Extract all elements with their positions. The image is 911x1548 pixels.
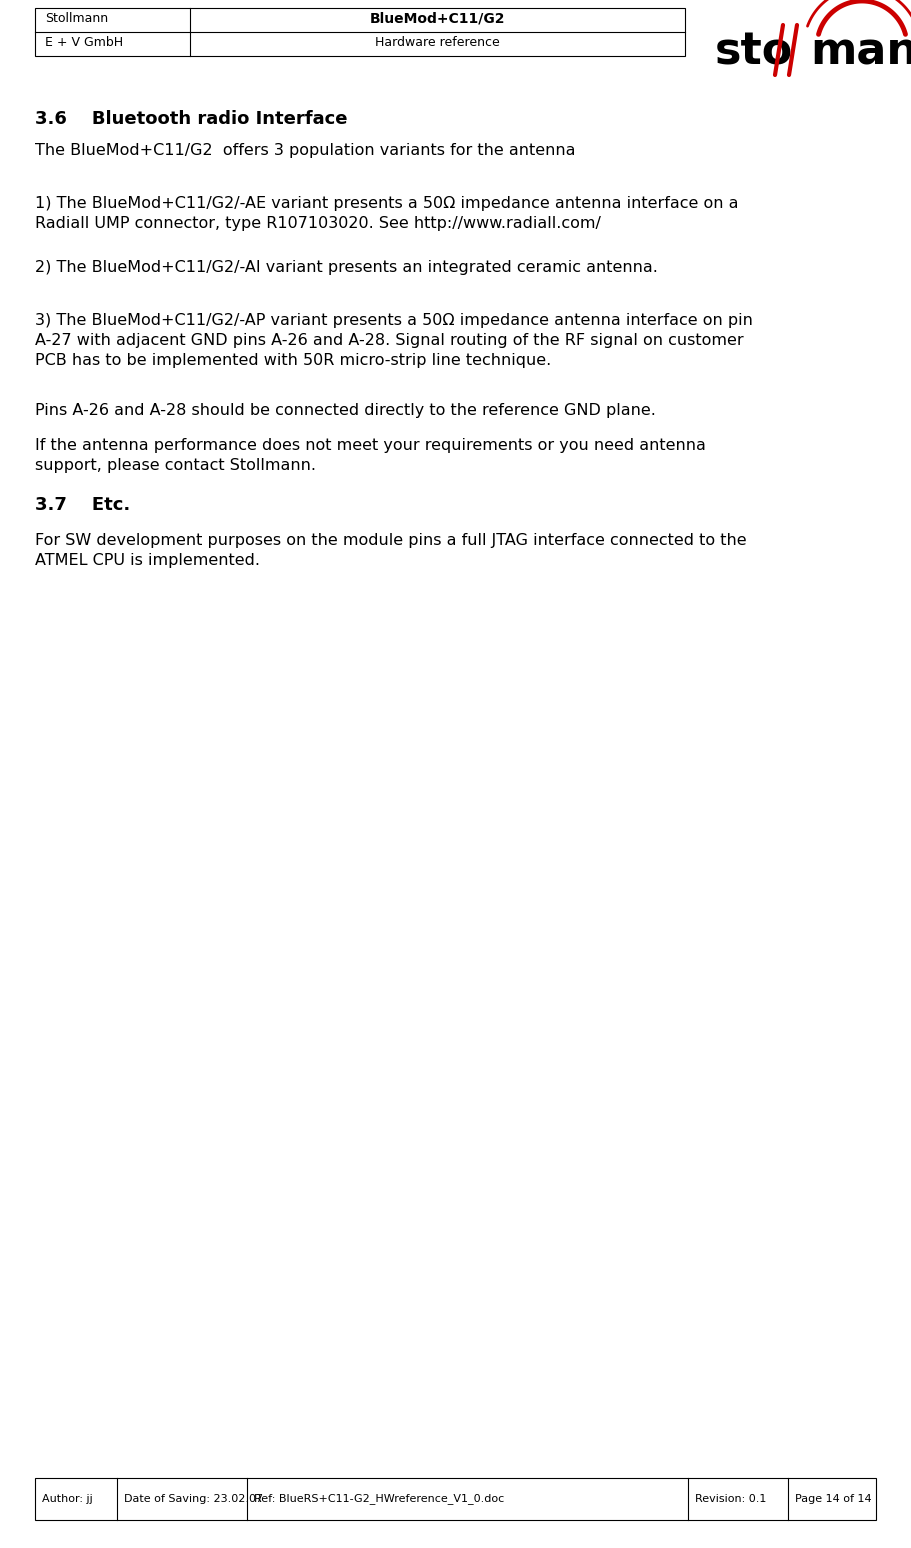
Text: 3.6    Bluetooth radio Interface: 3.6 Bluetooth radio Interface [35, 110, 347, 128]
Text: Page 14 of 14: Page 14 of 14 [795, 1494, 872, 1505]
Text: BlueMod+C11/G2: BlueMod+C11/G2 [370, 12, 506, 26]
Text: Revision: 0.1: Revision: 0.1 [695, 1494, 766, 1505]
Text: 2) The BlueMod+C11/G2/-AI variant presents an integrated ceramic antenna.: 2) The BlueMod+C11/G2/-AI variant presen… [35, 260, 658, 276]
Text: Hardware reference: Hardware reference [375, 36, 500, 50]
Text: If the antenna performance does not meet your requirements or you need antenna
s: If the antenna performance does not meet… [35, 438, 706, 472]
Text: The BlueMod+C11/G2  offers 3 population variants for the antenna: The BlueMod+C11/G2 offers 3 population v… [35, 142, 576, 158]
Text: Ref: BlueRS+C11-G2_HWreference_V1_0.doc: Ref: BlueRS+C11-G2_HWreference_V1_0.doc [254, 1494, 505, 1505]
Text: Date of Saving: 23.02.07: Date of Saving: 23.02.07 [124, 1494, 263, 1505]
Text: 3.7    Etc.: 3.7 Etc. [35, 495, 130, 514]
Text: Author: jj: Author: jj [42, 1494, 93, 1505]
Text: 3) The BlueMod+C11/G2/-AP variant presents a 50Ω impedance antenna interface on : 3) The BlueMod+C11/G2/-AP variant presen… [35, 313, 752, 367]
Text: mann: mann [810, 29, 911, 73]
Text: Stollmann: Stollmann [45, 12, 108, 25]
Text: 1) The BlueMod+C11/G2/-AE variant presents a 50Ω impedance antenna interface on : 1) The BlueMod+C11/G2/-AE variant presen… [35, 197, 739, 231]
Bar [35, 8, 685, 56]
Text: Pins A-26 and A-28 should be connected directly to the reference GND plane.: Pins A-26 and A-28 should be connected d… [35, 402, 656, 418]
Text: E + V GmbH: E + V GmbH [45, 36, 123, 50]
Text: For SW development purposes on the module pins a full JTAG interface connected t: For SW development purposes on the modul… [35, 533, 747, 568]
Text: sto: sto [715, 29, 793, 73]
Bar [35, 1478, 876, 1520]
